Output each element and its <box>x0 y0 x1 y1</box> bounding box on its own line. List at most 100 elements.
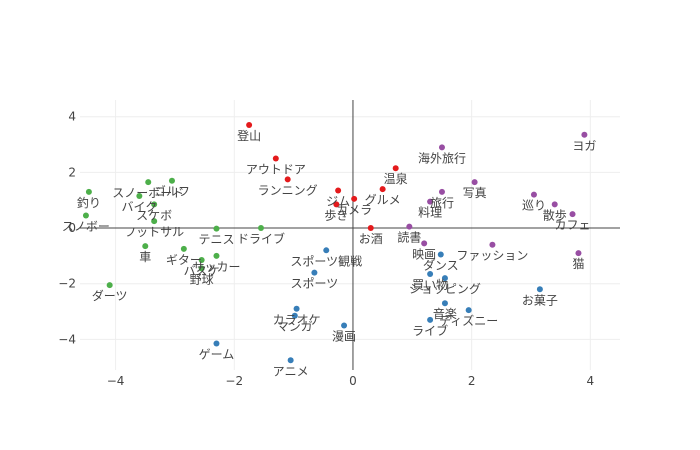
data-point <box>351 195 358 202</box>
data-point <box>536 286 543 293</box>
x-tick-label: 0 <box>349 374 357 388</box>
point-label: カメラ <box>336 203 372 217</box>
point-label: ゴルフ <box>154 184 190 199</box>
data-point <box>465 307 472 314</box>
data-point <box>85 188 92 195</box>
data-point <box>257 225 264 232</box>
grid-lines <box>80 100 620 370</box>
data-point <box>151 201 158 208</box>
point-label: ジム <box>326 194 350 208</box>
data-point <box>151 218 158 225</box>
point-label: ギター <box>166 253 202 267</box>
x-tick-label: 2 <box>468 374 476 388</box>
data-point <box>441 275 448 282</box>
data-point <box>180 245 187 252</box>
data-point <box>575 250 582 257</box>
data-point <box>213 340 220 347</box>
data-point <box>136 193 143 200</box>
data-point <box>341 322 348 329</box>
tick-labels: −4 −2 0 2 4 −4 −2 0 2 4 <box>58 110 594 388</box>
data-point <box>142 243 149 250</box>
data-point <box>333 201 340 208</box>
data-point <box>323 247 330 254</box>
data-point <box>367 225 374 232</box>
x-tick-label: −4 <box>107 374 125 388</box>
point-label: ドライブ <box>237 231 285 246</box>
data-point <box>198 257 205 264</box>
point-label: スケボ <box>136 208 172 222</box>
point-label: アウトドア <box>246 162 306 176</box>
point-label: スポーツ観戦 <box>290 254 362 268</box>
point-label: 巡り <box>522 199 546 213</box>
data-point <box>421 240 428 247</box>
point-label: 登山 <box>237 128 261 143</box>
data-point <box>272 155 279 162</box>
data-point <box>106 282 113 289</box>
point-label: ライブ <box>412 323 448 338</box>
point-label: 釣り <box>77 195 101 210</box>
data-points <box>82 122 588 364</box>
data-point <box>489 241 496 248</box>
point-label: 散歩 <box>543 207 567 222</box>
point-label: ダンス <box>423 257 459 272</box>
data-point <box>438 188 445 195</box>
data-point <box>471 179 478 186</box>
data-point <box>145 179 152 186</box>
point-label: 買い物 <box>412 278 448 292</box>
point-label: ファッション <box>456 249 528 263</box>
data-point <box>287 357 294 364</box>
point-label: スノボー <box>62 220 110 234</box>
point-label: カラオケ <box>273 313 321 327</box>
data-point <box>291 312 298 319</box>
point-label: お菓子 <box>522 293 558 307</box>
point-label: ディズニー <box>439 313 498 328</box>
point-label: 猫 <box>572 257 584 271</box>
point-label: カフェ <box>555 218 591 232</box>
point-label: ダーツ <box>92 288 128 303</box>
data-point <box>213 225 220 232</box>
data-point <box>311 269 318 276</box>
point-label: フットサル <box>124 225 184 239</box>
point-label: 温泉 <box>384 172 408 186</box>
data-point <box>530 191 537 198</box>
x-tick-label: 4 <box>587 374 595 388</box>
y-tick-label: −2 <box>58 277 76 291</box>
y-tick-label: 4 <box>68 110 76 124</box>
point-label: 海外旅行 <box>418 150 466 165</box>
point-label: 料理 <box>418 206 442 220</box>
data-point <box>284 176 291 183</box>
point-label: マンガ <box>277 320 313 334</box>
point-label: 旅行 <box>430 196 454 210</box>
point-label: ショッピング <box>409 282 481 296</box>
point-label: 映画 <box>412 247 436 261</box>
data-point <box>438 144 445 151</box>
point-label: 読書 <box>397 230 421 245</box>
data-point <box>198 265 205 272</box>
point-label: 音楽 <box>433 306 457 321</box>
point-label: 漫画 <box>332 329 356 343</box>
point-label: スノーボード <box>112 186 184 200</box>
point-label: お酒 <box>359 232 383 246</box>
zero-lines <box>80 100 620 370</box>
y-tick-label: 0 <box>68 221 76 235</box>
point-label: バイク <box>121 200 157 214</box>
data-point <box>427 198 434 205</box>
data-point <box>293 305 300 312</box>
data-point <box>379 186 386 193</box>
data-point <box>392 165 399 172</box>
data-point <box>213 252 220 259</box>
data-point <box>246 122 253 129</box>
x-tick-label: −2 <box>225 374 243 388</box>
data-point <box>427 270 434 277</box>
point-label: ゲーム <box>199 348 235 362</box>
point-label: アニメ <box>273 364 309 378</box>
data-point <box>427 316 434 323</box>
point-label: 歩き <box>324 207 348 222</box>
data-point <box>335 187 342 194</box>
point-label: テニス <box>198 233 234 247</box>
point-label: 車 <box>139 250 151 264</box>
data-point <box>437 251 444 258</box>
